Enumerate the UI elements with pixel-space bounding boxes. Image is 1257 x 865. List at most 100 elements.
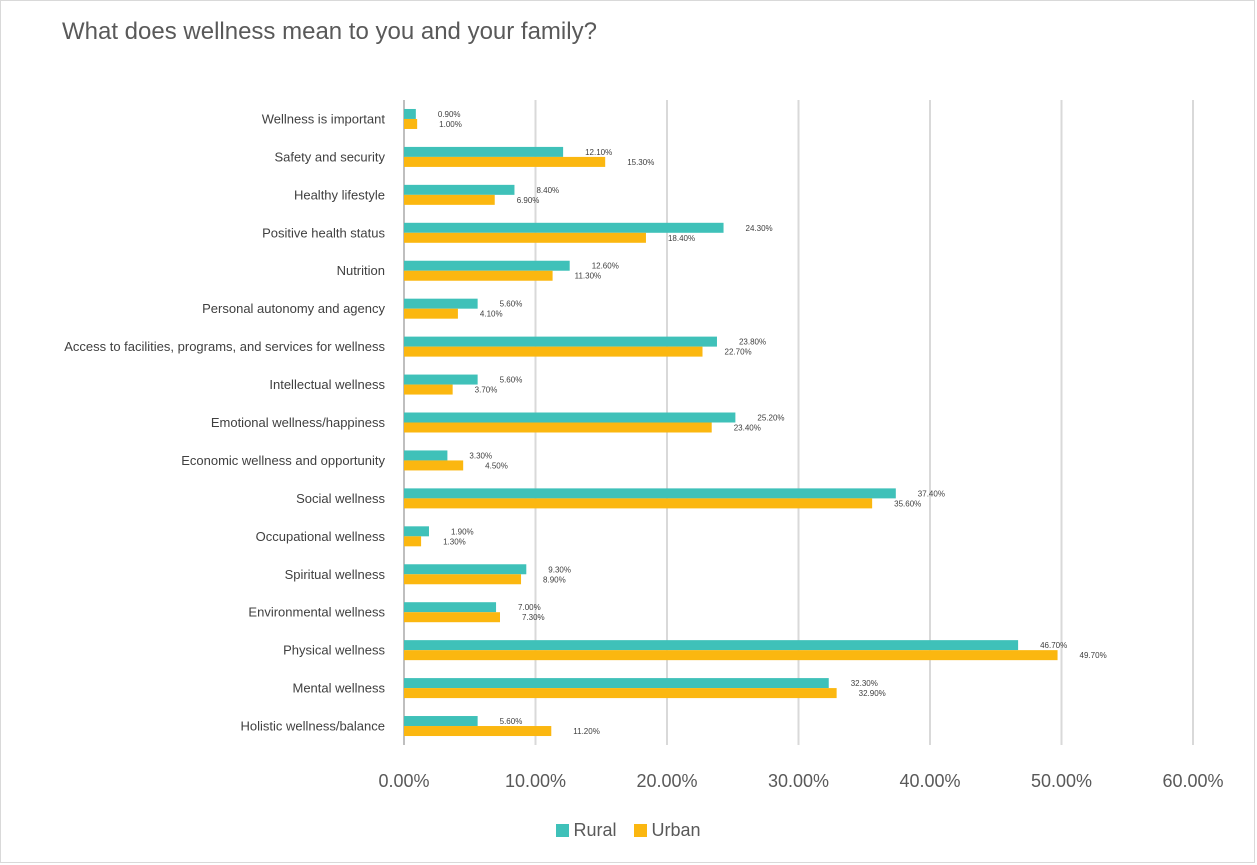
bar-rural [404,564,527,575]
bar-rural [404,526,429,537]
category-label: Nutrition [337,263,385,278]
legend: Rural Urban [0,820,1257,841]
data-label-urban: 32.90% [859,689,886,698]
bar-rural [404,450,448,461]
chart-title: What does wellness mean to you and your … [62,18,597,45]
bar-rural [404,146,564,157]
bar-urban [404,574,522,585]
bar-urban [404,650,1058,661]
bar-urban [404,536,422,547]
bar-urban [404,688,837,699]
legend-label-urban: Urban [651,820,701,840]
data-label-rural: 12.10% [585,148,612,157]
bar-urban [404,726,552,737]
bar-rural [404,260,570,271]
x-tick-label: 50.00% [1031,771,1092,791]
bar-rural [404,716,478,727]
bar-urban [404,384,453,395]
data-label-rural: 23.80% [739,338,766,347]
data-label-urban: 35.60% [894,499,921,508]
bar-urban [404,118,418,129]
data-label-urban: 15.30% [627,158,654,167]
bar-urban [404,308,458,319]
data-label-rural: 46.70% [1040,641,1067,650]
bar-urban [404,194,495,205]
category-label: Positive health status [262,225,385,240]
data-label-rural: 5.60% [500,717,523,726]
category-label: Social wellness [296,491,385,506]
category-label: Occupational wellness [256,529,386,544]
data-label-urban: 22.70% [725,348,752,357]
data-label-urban: 11.30% [575,272,602,281]
bar-urban [404,270,553,281]
data-label-urban: 4.10% [480,310,503,319]
data-label-urban: 23.40% [734,424,761,433]
category-label: Safety and security [274,149,385,164]
data-label-rural: 25.20% [757,414,784,423]
x-tick-label: 10.00% [505,771,566,791]
data-label-rural: 5.60% [500,376,523,385]
category-label: Physical wellness [283,643,385,658]
bar-rural [404,488,896,499]
bar-rural [404,108,416,119]
category-label: Healthy lifestyle [294,187,385,202]
data-label-rural: 9.30% [548,565,571,574]
bar-urban [404,498,873,509]
data-label-urban: 8.90% [543,575,566,584]
x-tick-label: 40.00% [899,771,960,791]
data-label-urban: 1.30% [443,537,466,546]
data-label-urban: 7.30% [522,613,545,622]
bar-rural [404,298,478,309]
x-tick-label: 0.00% [378,771,429,791]
category-label: Intellectual wellness [269,377,385,392]
data-label-rural: 7.00% [518,603,541,612]
legend-item-urban: Urban [634,820,701,841]
category-label: Environmental wellness [248,605,385,620]
data-label-urban: 11.20% [573,727,600,736]
data-label-urban: 6.90% [517,196,540,205]
category-label: Access to facilities, programs, and serv… [64,339,385,354]
bar-rural [404,640,1019,651]
category-label: Personal autonomy and agency [202,301,385,316]
bar-rural [404,222,724,233]
data-label-urban: 18.40% [668,234,695,243]
legend-label-rural: Rural [573,820,617,840]
bar-rural [404,602,497,613]
category-label: Economic wellness and opportunity [181,453,385,468]
data-label-urban: 49.70% [1080,651,1107,660]
data-label-urban: 4.50% [485,461,508,470]
bar-rural [404,412,736,423]
bar-rural [404,374,478,385]
x-tick-label: 60.00% [1162,771,1223,791]
data-label-rural: 3.30% [469,451,492,460]
bar-rural [404,184,515,195]
data-label-rural: 32.30% [851,679,878,688]
data-label-urban: 3.70% [475,386,498,395]
data-label-rural: 5.60% [500,300,523,309]
bar-urban [404,460,464,471]
data-label-rural: 12.60% [592,262,619,271]
legend-item-rural: Rural [556,820,616,841]
bar-rural [404,678,829,689]
bar-urban [404,422,712,433]
data-label-rural: 8.40% [536,186,559,195]
bar-urban [404,346,703,357]
bar-urban [404,612,500,623]
data-label-rural: 37.40% [918,489,945,498]
category-label: Wellness is important [262,111,386,126]
x-tick-label: 30.00% [768,771,829,791]
category-label: Mental wellness [293,681,386,696]
data-label-urban: 1.00% [439,120,462,129]
bar-urban [404,232,646,243]
data-label-rural: 0.90% [438,110,461,119]
bar-urban [404,156,606,167]
data-label-rural: 1.90% [451,527,474,536]
legend-swatch-rural [556,824,570,837]
category-label: Holistic wellness/balance [240,719,385,734]
x-tick-label: 20.00% [636,771,697,791]
data-label-rural: 24.30% [746,224,773,233]
bar-rural [404,336,717,347]
category-label: Emotional wellness/happiness [211,415,386,430]
